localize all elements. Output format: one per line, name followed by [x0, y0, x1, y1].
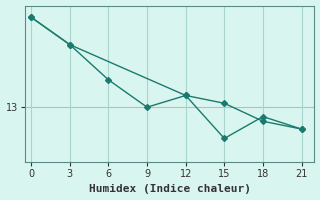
X-axis label: Humidex (Indice chaleur): Humidex (Indice chaleur) — [89, 184, 251, 194]
